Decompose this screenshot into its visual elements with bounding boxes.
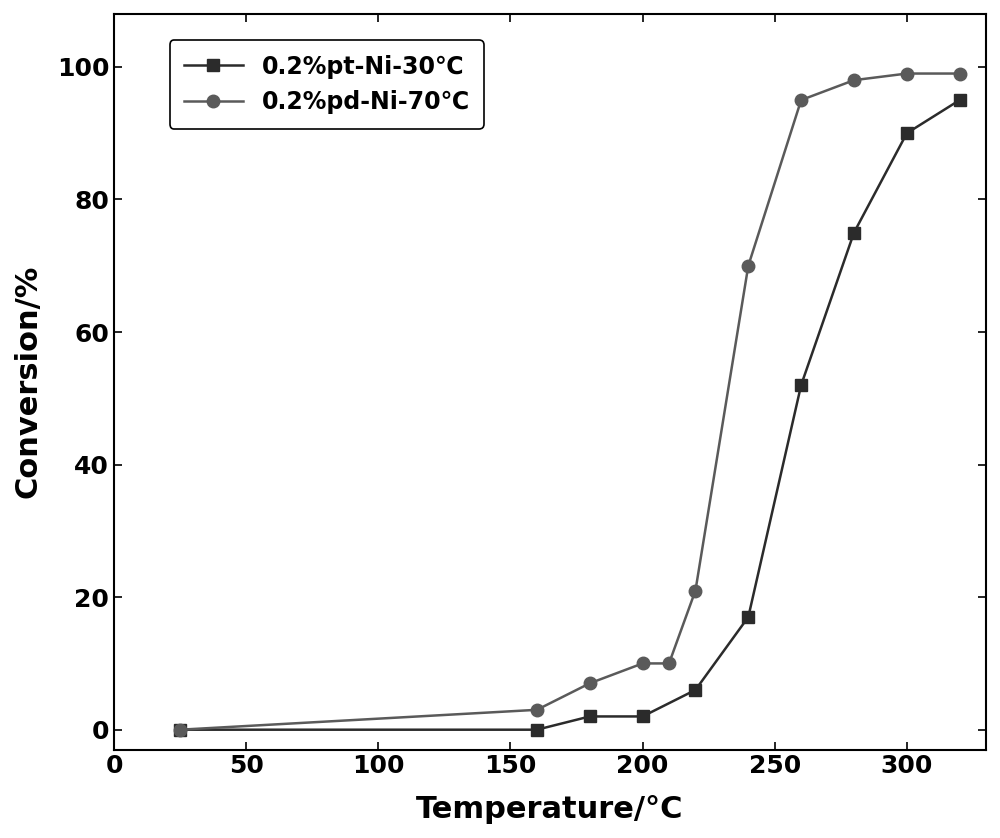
Line: 0.2%pd-Ni-70℃: 0.2%pd-Ni-70℃ <box>174 67 966 736</box>
X-axis label: Temperature/°C: Temperature/°C <box>416 795 684 824</box>
0.2%pt-Ni-30℃ <box>174 725 186 735</box>
0.2%pt-Ni-30℃ <box>584 711 596 722</box>
0.2%pd-Ni-70℃ <box>663 659 675 669</box>
0.2%pd-Ni-70℃ <box>848 75 860 85</box>
0.2%pt-Ni-30℃ <box>848 228 860 238</box>
Y-axis label: Conversion/%: Conversion/% <box>14 265 43 499</box>
0.2%pd-Ni-70℃ <box>584 678 596 688</box>
0.2%pt-Ni-30℃ <box>637 711 649 722</box>
0.2%pt-Ni-30℃ <box>531 725 543 735</box>
0.2%pd-Ni-70℃ <box>637 659 649 669</box>
0.2%pd-Ni-70℃ <box>954 69 966 79</box>
0.2%pd-Ni-70℃ <box>901 69 913 79</box>
0.2%pd-Ni-70℃ <box>174 725 186 735</box>
Line: 0.2%pt-Ni-30℃: 0.2%pt-Ni-30℃ <box>174 94 966 736</box>
Legend: 0.2%pt-Ni-30℃, 0.2%pd-Ni-70℃: 0.2%pt-Ni-30℃, 0.2%pd-Ni-70℃ <box>170 40 484 128</box>
0.2%pt-Ni-30℃ <box>901 128 913 138</box>
0.2%pd-Ni-70℃ <box>531 705 543 715</box>
0.2%pt-Ni-30℃ <box>689 685 701 695</box>
0.2%pt-Ni-30℃ <box>742 612 754 622</box>
0.2%pd-Ni-70℃ <box>795 95 807 105</box>
0.2%pd-Ni-70℃ <box>742 261 754 271</box>
0.2%pd-Ni-70℃ <box>689 586 701 596</box>
0.2%pt-Ni-30℃ <box>795 380 807 390</box>
0.2%pt-Ni-30℃ <box>954 95 966 105</box>
